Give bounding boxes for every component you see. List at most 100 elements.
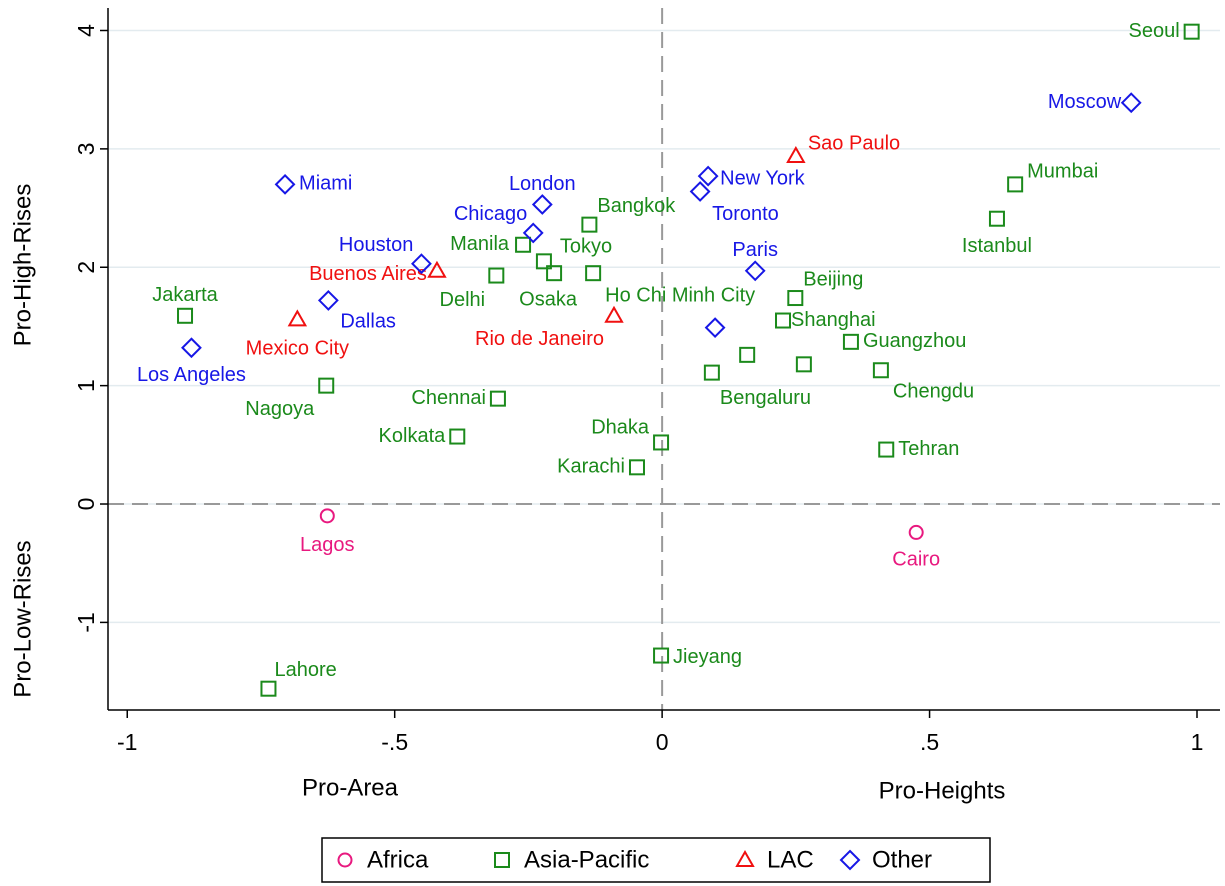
x-tick-label: -1 bbox=[117, 729, 137, 755]
point bbox=[317, 289, 339, 311]
point bbox=[546, 265, 563, 282]
legend-marker bbox=[839, 849, 861, 871]
point-label: Tokyo bbox=[560, 236, 612, 258]
point bbox=[1120, 92, 1142, 114]
point bbox=[319, 508, 335, 524]
point bbox=[775, 312, 792, 329]
legend-label: LAC bbox=[767, 846, 814, 873]
point-label: Shanghai bbox=[791, 309, 876, 331]
y-tick-label: 2 bbox=[73, 261, 99, 274]
point bbox=[488, 267, 505, 284]
point-label: Lahore bbox=[274, 659, 336, 681]
legend-marker bbox=[735, 849, 755, 867]
point bbox=[531, 194, 553, 215]
point bbox=[535, 253, 552, 270]
point bbox=[274, 173, 296, 195]
point-label: Los Angeles bbox=[137, 364, 246, 386]
y-axis-title: Pro-High-Rises bbox=[9, 184, 36, 347]
point bbox=[628, 459, 645, 476]
point bbox=[604, 305, 624, 323]
point bbox=[489, 390, 506, 407]
legend-marker bbox=[494, 852, 510, 868]
point bbox=[585, 265, 602, 282]
point bbox=[697, 165, 719, 187]
point-label: Rio de Janeiro bbox=[475, 328, 604, 350]
legend-label: Other bbox=[872, 846, 932, 873]
point-label: Chengdu bbox=[893, 381, 974, 403]
legend-box bbox=[321, 837, 991, 883]
point-label: Nagoya bbox=[245, 398, 315, 420]
point-label: Bengaluru bbox=[720, 387, 811, 409]
point bbox=[878, 441, 895, 458]
point bbox=[1007, 176, 1024, 193]
point-label: Tehran bbox=[898, 438, 959, 460]
point-label: Paris bbox=[732, 239, 778, 261]
point bbox=[842, 333, 859, 350]
point bbox=[581, 216, 598, 233]
point-label: Istanbul bbox=[962, 235, 1032, 257]
y-tick-label: 0 bbox=[73, 498, 99, 511]
point-label: Houston bbox=[339, 234, 414, 256]
point bbox=[653, 647, 670, 664]
point-label: Mexico City bbox=[246, 338, 349, 360]
point-label: London bbox=[509, 173, 576, 195]
point bbox=[908, 524, 924, 540]
point-label: Kolkata bbox=[379, 425, 447, 447]
point-label: Osaka bbox=[519, 288, 578, 310]
point-label: Karachi bbox=[557, 456, 625, 478]
legend-marker bbox=[337, 852, 353, 868]
x-tick-label: .5 bbox=[920, 729, 939, 755]
x-tick-label: 0 bbox=[656, 729, 669, 755]
x-axis-title: Pro-Area bbox=[302, 774, 399, 801]
point bbox=[786, 145, 806, 163]
point-label: Guangzhou bbox=[863, 330, 966, 352]
point bbox=[318, 377, 335, 394]
point bbox=[515, 236, 532, 253]
point-label: Jakarta bbox=[152, 284, 218, 306]
point bbox=[522, 222, 544, 244]
point-label: Chennai bbox=[411, 387, 486, 409]
point-label: Manila bbox=[450, 233, 510, 255]
point bbox=[787, 290, 804, 307]
point-label: Buenos Aires bbox=[309, 263, 427, 285]
point bbox=[739, 346, 756, 363]
x-tick-label: -.5 bbox=[381, 729, 408, 755]
point bbox=[177, 307, 194, 324]
legend-label: Africa bbox=[367, 846, 429, 873]
point-label: Dallas bbox=[340, 311, 396, 333]
point bbox=[872, 362, 889, 379]
x-axis-title: Pro-Heights bbox=[879, 777, 1006, 804]
point bbox=[704, 317, 726, 339]
point-label: Sao Paulo bbox=[808, 132, 900, 154]
point-label: Delhi bbox=[440, 289, 486, 311]
point bbox=[703, 364, 720, 381]
point-label: Beijing bbox=[803, 268, 863, 290]
point-label: Mumbai bbox=[1027, 161, 1098, 183]
point bbox=[744, 260, 766, 282]
point bbox=[988, 210, 1005, 227]
point bbox=[1183, 23, 1200, 40]
point-label: New York bbox=[720, 167, 805, 189]
point bbox=[689, 181, 711, 202]
y-axis-title: Pro-Low-Rises bbox=[9, 540, 36, 697]
point-label: Seoul bbox=[1128, 20, 1179, 42]
point bbox=[260, 680, 277, 697]
point bbox=[795, 356, 812, 373]
y-tick-label: 1 bbox=[73, 379, 99, 392]
point bbox=[287, 309, 308, 327]
point-label: Cairo bbox=[892, 549, 940, 571]
point-label: Miami bbox=[299, 173, 352, 195]
point bbox=[411, 253, 432, 275]
legend-label: Asia-Pacific bbox=[524, 846, 649, 873]
x-tick-label: 1 bbox=[1191, 729, 1204, 755]
point bbox=[653, 434, 670, 451]
point bbox=[449, 428, 466, 445]
point bbox=[427, 260, 447, 278]
point-label: Toronto bbox=[712, 203, 779, 225]
y-tick-label: 4 bbox=[73, 24, 99, 37]
point-label: Bangkok bbox=[597, 195, 676, 217]
point-label: Ho Chi Minh City bbox=[605, 284, 755, 306]
y-tick-label: -1 bbox=[73, 612, 99, 632]
point-label: Lagos bbox=[300, 534, 355, 556]
